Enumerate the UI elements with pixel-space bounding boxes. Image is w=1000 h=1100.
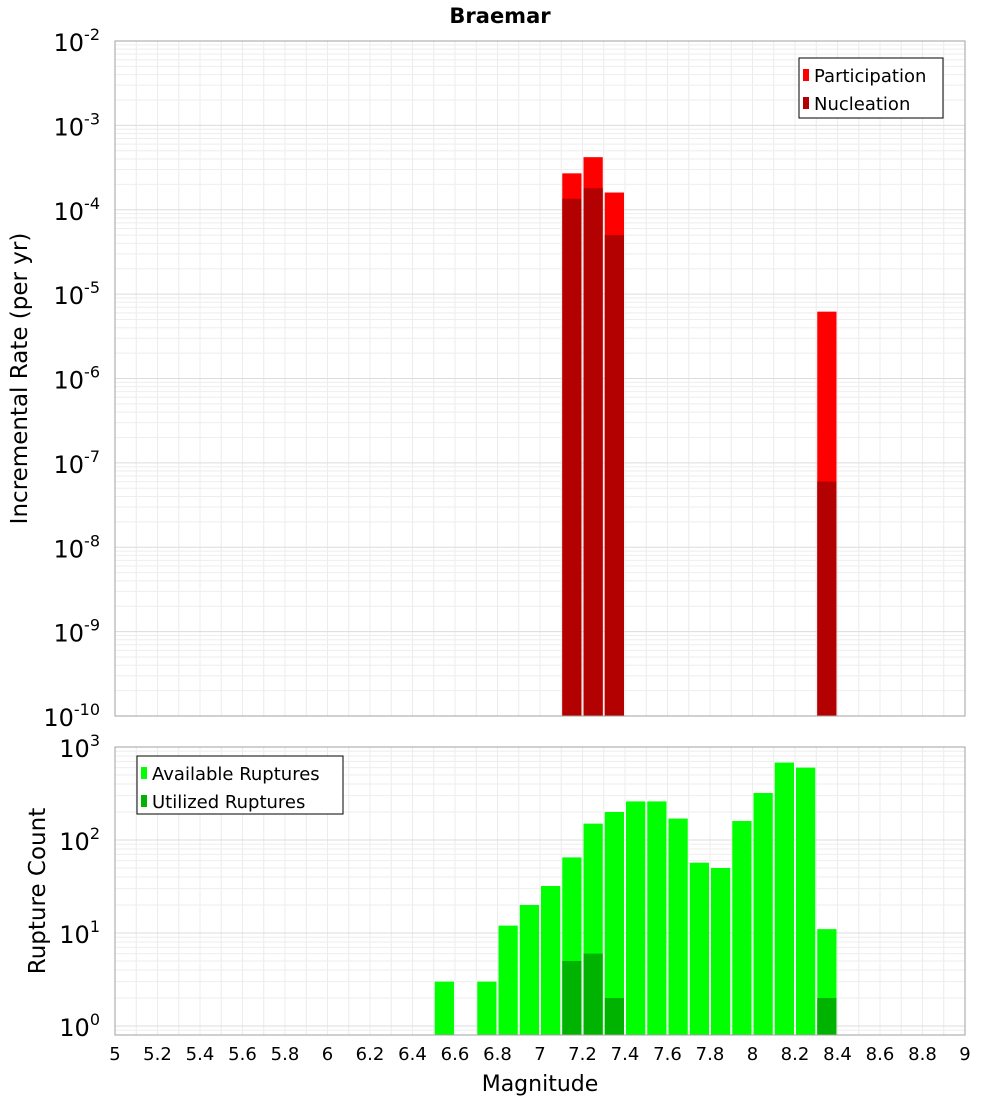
bar [519,904,539,1035]
y-tick-label: 10-3 [54,109,101,141]
y-tick-exponent: -6 [84,363,100,382]
plot-frame [114,40,966,717]
x-tick-labels: 5 5.2 5.4 5.6 5.8 6 6.2 6.4 6.6 6.8 7 7.2 7.4 7.6 7.8 8… [109,1044,970,1065]
y-tick-label: 103 [59,731,100,763]
legend-swatch [803,69,809,81]
y-tick-label: 10-2 [54,25,101,57]
grid [114,41,966,717]
y-tick-label: 10-7 [54,447,101,479]
x-tick-label: 7.2 [568,1044,597,1065]
y-tick-label: 10-9 [54,616,101,648]
bar [689,862,709,1035]
bar [434,981,454,1035]
y-tick-label: 10-5 [54,278,101,310]
y-axis-label: Incremental Rate (per yr) [7,233,33,525]
x-tick-label: 6.6 [441,1044,470,1065]
y-axis-label: Rupture Count [25,808,51,974]
bar [626,801,646,1035]
series-nucleation [562,188,837,717]
y-tick-label: 10-6 [54,363,101,395]
y-tick-exponent: -8 [84,531,100,550]
bar [498,925,518,1035]
x-tick-label: 8.6 [866,1044,895,1065]
x-tick-label: 5 [109,1044,120,1065]
bar [604,812,624,1035]
x-tick-label: 8 [747,1044,758,1065]
legend-label: Utilized Ruptures [152,792,305,813]
chart-title: Braemar [449,4,551,28]
bar [562,960,582,1035]
x-tick-label: 7.6 [653,1044,682,1065]
x-tick-label: 6.2 [356,1044,385,1065]
y-tick-exponent: -9 [84,616,100,635]
legend-label: Participation [814,66,926,87]
y-tick-labels: 10-10 10-9 10-8 10-7 10-6 10-5 10-4 10-3 10-2 [43,25,100,732]
y-tick-label: 101 [59,917,100,949]
bar [604,235,624,716]
legend: Available Ruptures Utilized Ruptures [136,755,344,815]
y-tick-exponent: -5 [84,278,100,297]
x-tick-label: 5.2 [143,1044,172,1065]
x-tick-label: 8.4 [823,1044,852,1065]
x-tick-label: 6.4 [398,1044,427,1065]
series-available-ruptures [434,762,837,1035]
legend-swatch [141,795,147,807]
x-tick-label: 7.4 [611,1044,640,1065]
legend: Participation Nucleation [798,57,944,119]
y-tick-exponent: -10 [74,700,100,719]
x-tick-label: 5.6 [228,1044,257,1065]
legend-box [136,755,344,815]
legend-label: Nucleation [814,94,910,115]
legend-swatch [803,97,809,109]
bar [711,867,731,1035]
y-tick-exponent: 1 [90,917,100,936]
x-tick-label: 9 [959,1044,970,1065]
bar [562,198,582,717]
y-tick-label: 10-4 [54,194,101,226]
bar [668,818,688,1035]
bar [583,188,603,717]
x-tick-label: 8.8 [908,1044,937,1065]
x-tick-label: 7.8 [696,1044,725,1065]
y-tick-exponent: 3 [90,731,100,750]
x-tick-label: 6 [322,1044,333,1065]
bar [753,793,773,1035]
bar [774,762,794,1035]
plot-panel-1: 10-10 10-9 10-8 10-7 10-6 10-5 10-4 10-3 10-2 Inc… [7,25,966,732]
y-tick-label: 10-8 [54,531,101,563]
bar [541,886,561,1035]
x-axis-label: Magnitude [482,1072,599,1097]
y-tick-exponent: -3 [84,109,100,128]
bar [817,997,837,1035]
bar [817,481,837,716]
y-tick-label: 102 [59,824,100,856]
legend-label: Available Ruptures [152,764,320,785]
bar [477,981,497,1035]
x-tick-label: 7 [534,1044,545,1065]
bar [604,997,624,1035]
legend-swatch [141,767,147,779]
x-tick-label: 5.8 [271,1044,300,1065]
legend-box [798,57,944,119]
y-tick-exponent: -7 [84,447,100,466]
y-tick-label: 10-10 [43,700,100,732]
y-tick-exponent: -4 [84,194,100,213]
y-tick-exponent: 0 [90,1010,100,1029]
series-utilized-ruptures [562,953,837,1035]
bar [647,801,667,1035]
bar [583,953,603,1035]
x-tick-label: 6.8 [483,1044,512,1065]
plot-frame [114,746,966,1036]
bar [732,821,752,1035]
y-tick-label: 100 [59,1010,100,1042]
y-tick-exponent: -2 [84,25,100,44]
x-tick-label: 5.4 [186,1044,215,1065]
y-tick-exponent: 2 [90,824,100,843]
x-tick-label: 8.2 [781,1044,810,1065]
bar [796,767,816,1035]
